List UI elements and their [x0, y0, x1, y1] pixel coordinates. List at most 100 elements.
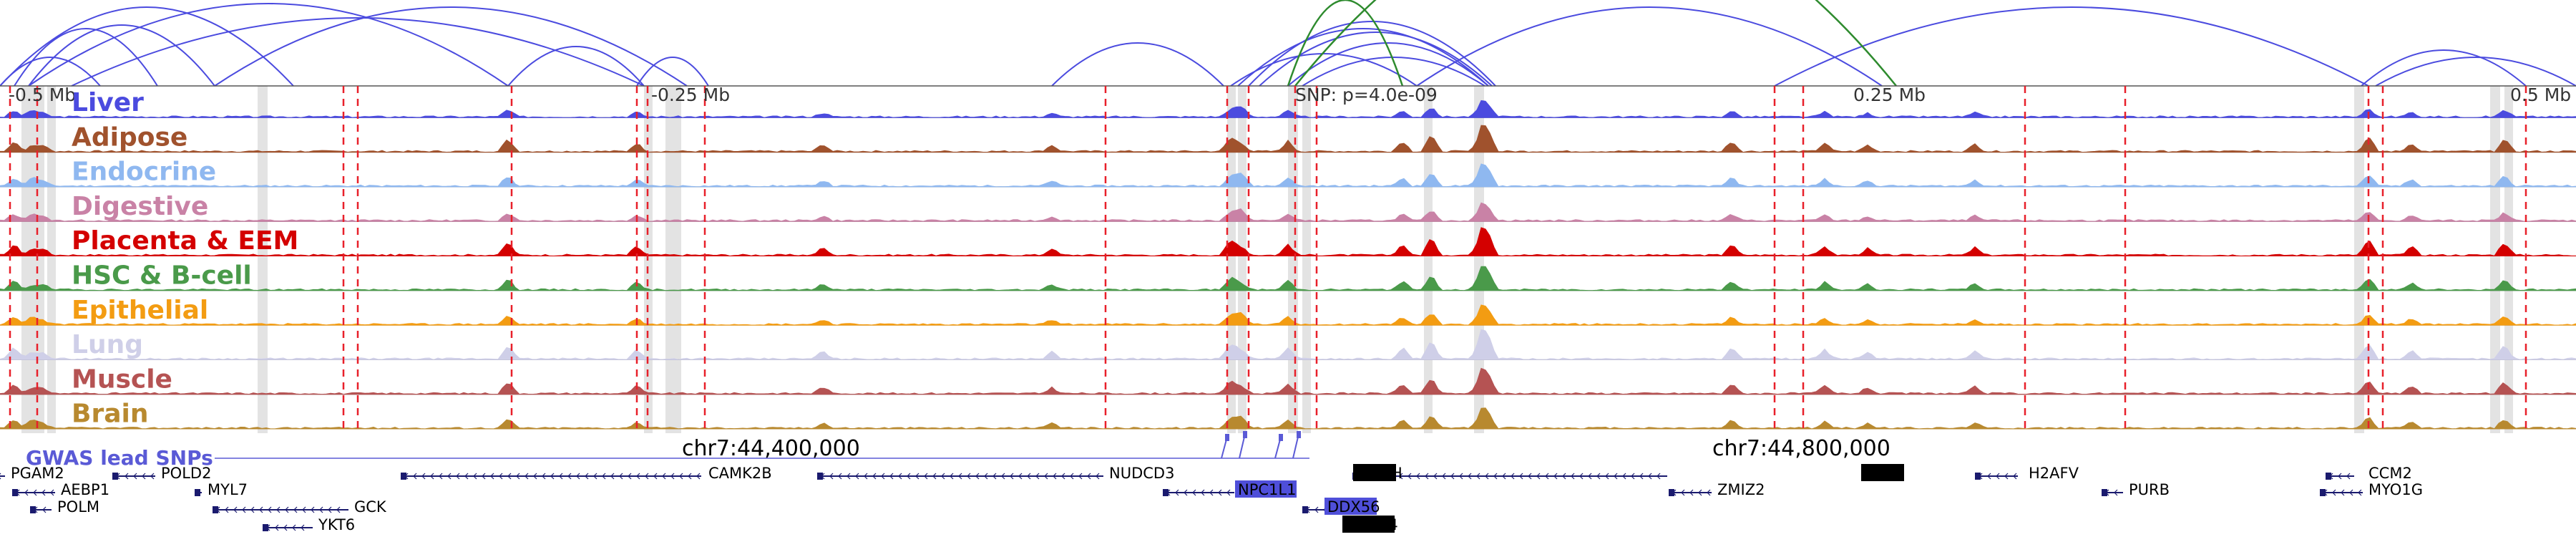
gene-exon — [213, 506, 218, 513]
loop-arc — [71, 17, 645, 87]
highlight-band — [665, 86, 681, 433]
highlight-band — [47, 86, 56, 433]
track-signal-10 — [0, 407, 2576, 430]
track-signal-1 — [0, 100, 2576, 118]
track-label: Endocrine — [72, 158, 216, 187]
snp-pvalue-label: SNP: p=4.0e-09 — [1295, 84, 1438, 105]
track-label: Liver — [72, 88, 144, 117]
gene-exon — [112, 473, 118, 480]
loop-arc — [1248, 21, 1496, 87]
gene-exon — [401, 473, 406, 480]
track-label: Epithelial — [72, 296, 208, 325]
gene-label: NUDCD3 — [1109, 465, 1174, 482]
axis-tick-label: 0.25 Mb — [1853, 84, 1926, 105]
gene-exon — [1163, 489, 1169, 496]
gene-label: YKT6 — [318, 516, 355, 533]
gene-label: GCK — [354, 498, 387, 516]
track-label: Adipose — [72, 122, 187, 152]
gene-label: AEBP1 — [61, 481, 109, 498]
highlight-band — [2490, 86, 2500, 433]
gene-label: H2AFV — [2029, 465, 2079, 482]
gene-label: NPC1L1 — [1238, 481, 1296, 498]
gene-exon — [2102, 489, 2107, 496]
gene-exon — [1669, 489, 1674, 496]
axis-tick-label: -0.25 Mb — [651, 84, 730, 105]
gene-exon — [1302, 506, 1308, 513]
loop-arc — [2361, 49, 2527, 87]
track-signal-8 — [0, 329, 2576, 360]
highlight-band — [1238, 86, 1246, 433]
loop-arc — [1302, 57, 1485, 87]
loop-arc — [14, 28, 158, 87]
gene-exon — [30, 506, 36, 513]
gwas-snp-marker — [1297, 431, 1301, 438]
loop-arc — [636, 57, 709, 87]
highlight-band — [2354, 86, 2364, 433]
gwas-track-label: GWAS lead SNPs — [26, 446, 213, 470]
gene-highlight-box — [1235, 480, 1297, 498]
gene-label: MYL7 — [208, 481, 248, 498]
loop-arc — [1774, 6, 2369, 87]
gene-exon — [263, 524, 268, 531]
loop-arc — [507, 46, 645, 87]
track-signal-3 — [0, 163, 2576, 188]
gwas-snp-marker — [1225, 434, 1229, 441]
gwas-snp-marker — [1243, 431, 1247, 438]
signal-tracks — [0, 85, 2576, 430]
track-label: Brain — [72, 400, 148, 429]
track-signal-4 — [0, 202, 2576, 222]
gene-label: TMED4 — [1345, 516, 1398, 533]
gene-label: ZMIZ2 — [1717, 481, 1765, 498]
highlight-band — [1227, 86, 1236, 433]
chromatin-loop-arcs — [0, 0, 2576, 87]
gene-label: PGAM2 — [11, 465, 64, 482]
axis-tick-label: -0.5 Mb — [9, 84, 76, 105]
loop-arc — [28, 3, 509, 87]
boundary-lines — [9, 86, 2527, 433]
gene-label: PPIA — [1864, 465, 1898, 482]
gwas-snp-marker — [1279, 434, 1283, 441]
gene-exon — [2320, 489, 2326, 496]
gene-exon — [2326, 473, 2331, 480]
highlight-band — [21, 86, 33, 433]
track-signal-2 — [0, 125, 2576, 153]
gwas-track: GWAS lead SNPs chr7:44,400,000 chr7:44,8… — [26, 431, 1890, 470]
gene-exon — [817, 473, 823, 480]
gene-highlight-box — [1342, 516, 1395, 533]
loop-arc — [1287, 42, 1489, 87]
loop-arc — [1051, 42, 1224, 87]
track-label: Muscle — [72, 364, 172, 394]
track-label: Placenta & EEM — [72, 226, 298, 256]
loop-arc — [1259, 32, 1493, 87]
highlight-band — [2504, 86, 2513, 433]
gene-label: POLD2 — [161, 465, 211, 482]
gene-label: OGDH — [1356, 465, 1402, 482]
loop-arc — [1230, 53, 1418, 87]
loop-arc — [2375, 57, 2576, 87]
track-signal-7 — [0, 304, 2576, 326]
track-labels: Liver Adipose Endocrine Digestive Placenta &… — [72, 88, 298, 429]
loop-arc — [1237, 28, 1489, 87]
highlight-band — [1302, 86, 1311, 433]
track-signal-9 — [0, 367, 2576, 395]
gene-highlight-box — [1324, 498, 1377, 515]
gene-highlight-box — [1353, 464, 1396, 481]
track-signal-5 — [0, 227, 2576, 257]
gene-exon — [12, 489, 18, 496]
loop-arc-significant — [1287, 0, 1404, 87]
track-signal-6 — [0, 266, 2576, 291]
loop-arc — [1416, 6, 1883, 87]
gene-label: POLM — [57, 498, 99, 516]
gene-label: MYO1G — [2368, 481, 2423, 498]
gene-label: PURB — [2129, 481, 2170, 498]
highlight-regions — [21, 86, 2513, 433]
coordinate-label: chr7:44,400,000 — [682, 436, 860, 461]
loop-arc — [28, 24, 215, 87]
track-label: Lung — [72, 330, 143, 359]
coordinate-label: chr7:44,800,000 — [1712, 436, 1890, 461]
loop-arc — [0, 6, 294, 87]
highlight-band — [1288, 86, 1298, 433]
gene-label: DDX56 — [1327, 498, 1380, 516]
